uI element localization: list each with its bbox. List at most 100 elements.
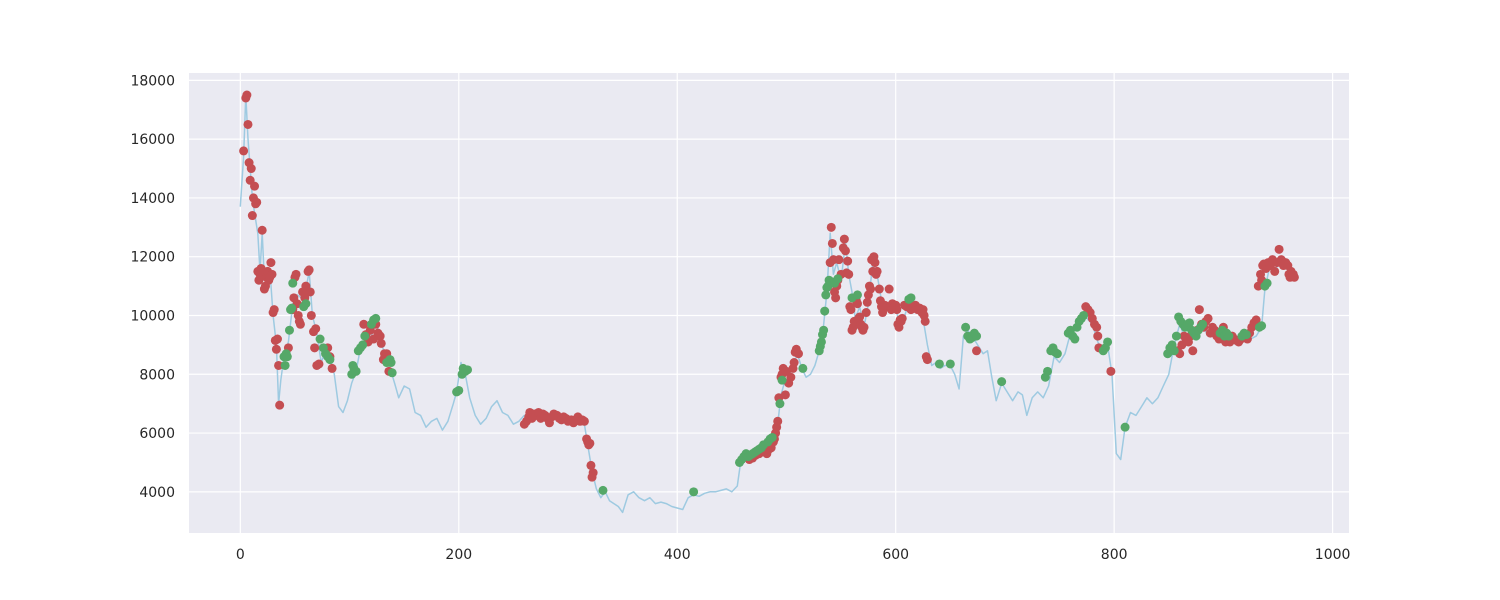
red-point [252,197,262,207]
red-point [972,346,982,356]
green-point [280,360,290,370]
red-point [892,305,902,315]
green-point [820,306,830,316]
green-point [1052,349,1062,359]
y-tick-label: 6000 [139,426,175,442]
red-point [295,319,305,329]
red-point [267,269,277,279]
green-point [351,366,361,376]
green-point [1103,337,1113,347]
red-point [922,355,932,365]
red-point [843,256,853,266]
green-point [1262,278,1272,288]
green-point [798,363,808,373]
red-point [585,438,595,448]
green-point [287,303,297,313]
red-point [376,338,386,348]
y-axis-ticks: 4000 6000 8000 10000 12000 14000 16000 18000 [130,73,175,501]
red-point [789,358,799,368]
green-point [934,359,944,369]
red-point [780,390,790,400]
red-point [1203,313,1213,323]
red-point [1270,266,1280,276]
red-point [920,316,930,326]
green-point [1043,366,1053,376]
red-point [327,363,337,373]
green-point [360,331,370,341]
green-point [1171,331,1181,341]
y-tick-label: 8000 [139,367,175,383]
green-point [301,299,311,309]
red-point [773,416,783,426]
y-tick-label: 10000 [130,308,175,324]
red-point [1194,305,1204,315]
green-point [1169,346,1179,356]
y-tick-label: 12000 [130,250,175,266]
red-point [588,468,598,478]
red-point [852,299,862,309]
red-point [862,297,872,307]
y-tick-label: 18000 [130,73,175,89]
red-point [250,181,260,191]
green-point [1198,319,1208,329]
green-point [284,325,294,335]
red-point [897,313,907,323]
x-tick-label: 1000 [1315,547,1351,563]
y-tick-label: 4000 [139,485,175,501]
red-point [266,258,276,268]
green-point [358,340,368,350]
green-point [997,377,1007,387]
red-point [872,266,882,276]
red-point [246,164,256,174]
red-point [1274,244,1284,254]
green-point [821,290,831,300]
red-point [239,146,249,156]
red-point [272,334,282,344]
red-point [831,293,841,303]
green-point [852,290,862,300]
green-point [906,293,916,303]
red-point [866,284,876,294]
green-point [282,352,292,362]
plot-area [189,73,1349,533]
green-point [1120,422,1130,432]
red-point [271,344,281,354]
red-point [305,287,315,297]
green-point [371,313,381,323]
red-point [1093,331,1103,341]
x-tick-label: 600 [882,547,909,563]
red-point [1251,315,1261,325]
red-point [827,238,837,248]
green-point [767,432,777,442]
y-tick-label: 16000 [130,132,175,148]
green-point [1224,331,1234,341]
green-point [315,334,325,344]
red-point [826,222,836,232]
red-point [870,258,880,268]
red-point [306,310,316,320]
red-point [846,305,856,315]
green-point [463,365,473,375]
red-point [786,372,796,382]
red-point [314,359,324,369]
x-tick-label: 0 [236,547,245,563]
red-point [861,308,871,318]
y-tick-label: 14000 [130,191,175,207]
green-point [1079,310,1089,320]
red-point [793,349,803,359]
green-point [386,358,396,368]
red-point [884,284,894,294]
red-point [274,360,284,370]
x-tick-label: 800 [1101,547,1128,563]
red-point [834,255,844,265]
red-point [311,324,321,334]
red-point [375,331,385,341]
green-point [961,322,971,332]
green-point [972,331,982,341]
red-point [310,343,320,353]
red-point [247,211,257,221]
green-point [833,274,843,284]
green-point [945,359,955,369]
red-point [840,246,850,256]
red-point [839,234,849,244]
